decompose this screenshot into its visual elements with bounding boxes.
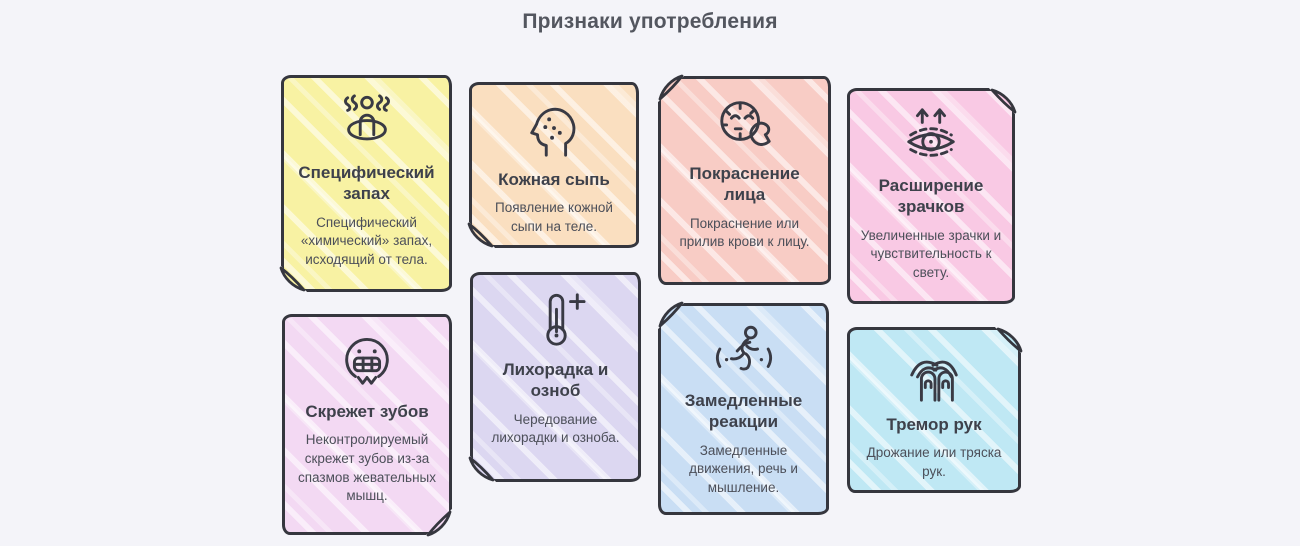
card-title: Кожная сыпь (498, 170, 610, 189)
card-description: Появление кожной сыпи на теле. (495, 200, 613, 234)
card-description: Специфический «химический» запах, исходя… (300, 214, 433, 267)
card-description: Дрожание или тряска рук. (866, 445, 1002, 479)
body-odor-icon (343, 94, 390, 141)
card-title: Скрежет зубов (305, 402, 429, 421)
card-title: Расширение зрачков (878, 176, 984, 217)
page-curl-icon (465, 451, 501, 487)
card-skin-rash: Кожная сыпь Появление кожной сыпи на тел… (464, 82, 639, 253)
page-curl-icon (464, 217, 500, 253)
card-specific-smell: Специфический запах Специфический «химич… (276, 75, 452, 297)
card-slowed-reactions: Замедленные реакции Замедленные движения… (653, 298, 829, 515)
card-face-flushing: Покраснение лица Покраснение или прилив … (653, 71, 831, 285)
card-description: Неконтролируемый скрежет зубов из-за спа… (298, 432, 436, 504)
flushed-face-icon (719, 101, 771, 146)
slow-runner-icon (715, 325, 772, 371)
card-description: Покраснение или прилив крови к лицу. (679, 215, 810, 250)
card-teeth-grinding: Скрежет зубов Неконтролируемый скрежет з… (282, 314, 457, 540)
card-title: Специфический запах (298, 163, 435, 204)
hand-tremor-icon (910, 360, 958, 402)
card-description: Увеличенные зрачки и чувствительность к … (860, 227, 1002, 280)
dilated-pupils-icon (907, 108, 955, 157)
page-curl-icon (653, 71, 689, 107)
thermometer-icon (545, 293, 586, 346)
card-title: Замедленные реакции (684, 391, 803, 432)
card-description: Чередование лихорадки и озноба. (491, 411, 620, 446)
card-hand-tremor: Тремор рук Дрожание или тряска рук. (847, 322, 1026, 493)
page-curl-icon (984, 83, 1020, 119)
page-curl-icon (276, 261, 312, 297)
card-fever-chills: Лихорадка и озноб Чередование лихорадки … (465, 272, 641, 487)
card-title: Покраснение лица (689, 164, 800, 205)
skin-rash-icon (530, 107, 576, 157)
page-curl-icon (653, 298, 689, 334)
page-curl-icon (990, 322, 1026, 358)
card-dilated-pupils: Расширение зрачков Увеличенные зрачки и … (847, 83, 1020, 304)
teeth-grinding-icon (345, 338, 389, 385)
page-curl-icon (421, 504, 457, 540)
card-title: Лихорадка и озноб (502, 360, 609, 401)
card-description: Замедленные движения, речь и мышление. (689, 442, 798, 495)
card-title: Тремор рук (886, 415, 982, 434)
page-title: Признаки употребления (522, 10, 778, 33)
